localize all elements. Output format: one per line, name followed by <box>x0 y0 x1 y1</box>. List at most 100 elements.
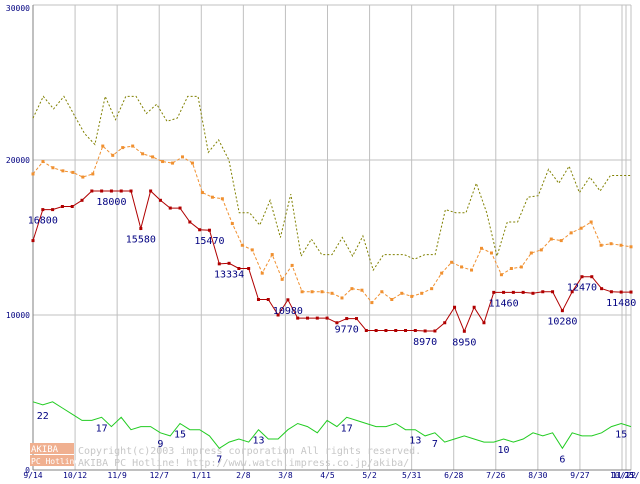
point-low <box>51 208 55 212</box>
point-average <box>410 294 414 298</box>
point-low <box>374 329 378 332</box>
point-average <box>579 226 583 230</box>
point-low <box>109 189 113 193</box>
data-label-low: 15470 <box>194 236 224 247</box>
point-average <box>599 243 603 247</box>
point-average <box>131 144 135 148</box>
watermark-logo-top-bg <box>30 443 74 454</box>
point-average <box>549 237 553 241</box>
point-low <box>345 317 349 321</box>
point-low <box>423 329 427 333</box>
x-tick-label: 11/22 <box>612 471 636 480</box>
x-tick-label: 9/14 <box>23 471 42 480</box>
y-tick-label: 30000 <box>6 4 30 13</box>
point-low <box>188 220 192 224</box>
series-line-low <box>32 190 631 333</box>
point-average <box>609 242 613 246</box>
point-low <box>492 290 496 294</box>
data-label-shops: 13 <box>252 436 264 447</box>
x-tick-label: 10/12 <box>63 471 87 480</box>
point-average <box>509 267 513 270</box>
point-low <box>570 290 574 294</box>
point-average <box>330 291 334 295</box>
point-average <box>161 160 165 164</box>
point-low <box>502 290 506 294</box>
point-average <box>220 197 224 201</box>
series <box>31 94 633 450</box>
point-average <box>450 260 454 264</box>
data-label-shops: 7 <box>216 454 222 465</box>
data-label-shops: 13 <box>409 436 421 447</box>
x-tick-label: 5/2 <box>362 471 377 480</box>
data-labels: 16800 18000 15580 15470 13334 10980 9770 8970 89… <box>28 197 637 465</box>
point-average <box>240 243 244 247</box>
point-average <box>559 239 563 243</box>
point-low <box>119 189 123 193</box>
x-tick-label: 7/26 <box>486 471 505 480</box>
point-average <box>340 296 344 300</box>
point-low <box>619 290 623 294</box>
point-average <box>569 231 573 235</box>
point-average <box>71 170 75 174</box>
data-label-shops: 17 <box>341 423 353 434</box>
point-average <box>629 245 633 249</box>
point-low <box>100 189 104 193</box>
series-line-high <box>32 94 631 272</box>
point-average <box>190 161 194 165</box>
point-average <box>470 268 474 272</box>
point-low <box>600 287 604 291</box>
data-label-low: 8970 <box>413 337 437 348</box>
data-label-shops: 15 <box>174 430 186 441</box>
x-tick-label: 12/7 <box>150 471 169 480</box>
point-average <box>350 287 354 291</box>
point-low <box>453 305 457 309</box>
point-low <box>472 305 476 309</box>
x-axis: 9/14 10/12 11/9 12/7 1/11 2/8 3/8 4/5 5/2 5/31 6/2… <box>23 471 640 480</box>
point-low <box>609 290 613 294</box>
point-low <box>413 329 417 332</box>
x-tick-label: 9/27 <box>570 471 589 480</box>
point-low <box>384 329 388 332</box>
data-label-shops: 7 <box>432 439 438 450</box>
grid <box>32 4 632 471</box>
point-low <box>531 291 535 295</box>
point-average <box>290 263 294 267</box>
point-low <box>217 262 221 266</box>
point-average <box>320 290 324 294</box>
data-label-low: 8950 <box>452 337 476 348</box>
point-average <box>41 160 45 164</box>
point-average <box>400 291 404 295</box>
point-low <box>315 316 319 320</box>
point-low <box>80 198 84 202</box>
point-low <box>168 206 172 210</box>
x-tick-label: 3/8 <box>278 471 293 480</box>
point-low <box>296 316 300 320</box>
point-average <box>489 251 493 255</box>
x-tick-label: 11/29 <box>625 471 640 480</box>
point-average <box>420 291 424 295</box>
point-average <box>270 253 274 257</box>
point-average <box>539 248 543 252</box>
point-average <box>81 175 85 179</box>
point-average <box>460 265 464 269</box>
series-line-shops <box>32 401 632 450</box>
point-low <box>580 275 584 279</box>
point-low <box>90 189 94 193</box>
point-low <box>443 321 447 325</box>
point-low <box>462 329 466 333</box>
point-low <box>207 228 211 232</box>
point-average <box>31 172 35 176</box>
point-average <box>430 287 434 291</box>
point-average <box>480 246 483 250</box>
point-low <box>158 198 162 202</box>
point-low <box>404 329 408 332</box>
data-label-shops: 10 <box>498 445 510 456</box>
point-low <box>227 261 231 265</box>
point-low <box>629 290 633 294</box>
point-average <box>210 195 214 199</box>
point-low <box>521 290 525 294</box>
point-average <box>121 146 125 150</box>
point-low <box>247 267 251 270</box>
point-low <box>256 298 260 301</box>
